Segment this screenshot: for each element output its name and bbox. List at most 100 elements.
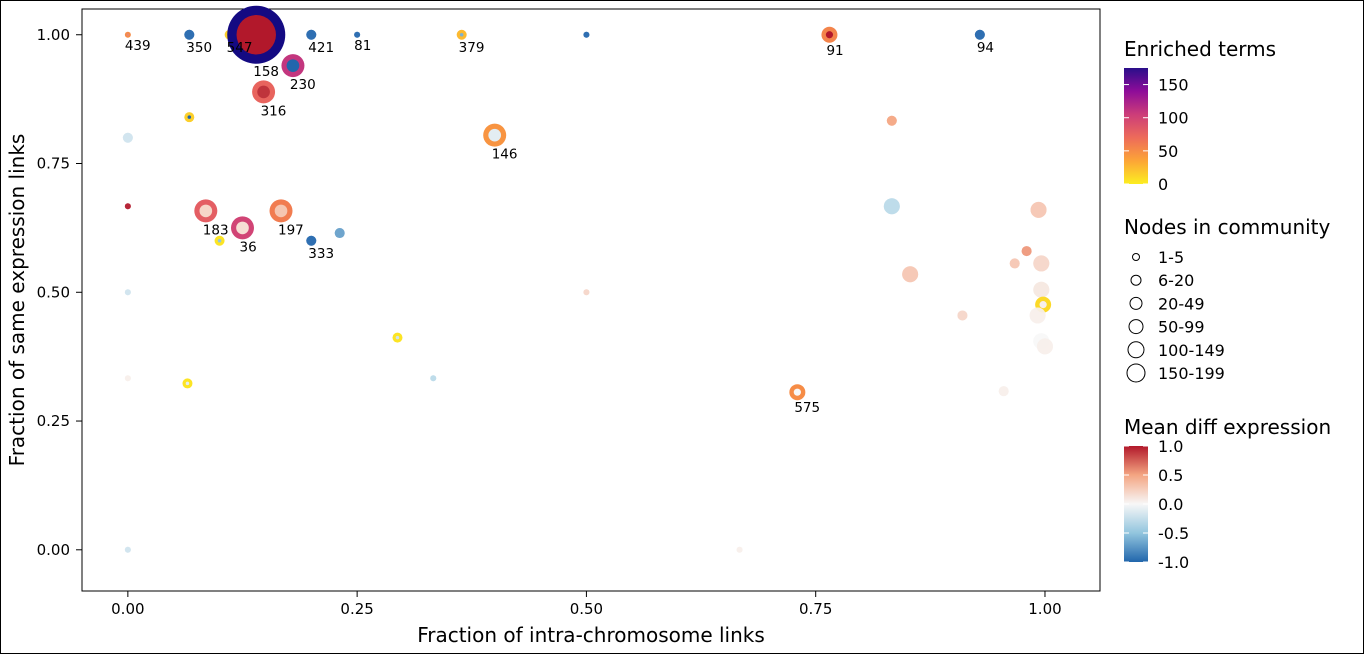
point-inner-core xyxy=(1029,307,1046,324)
data-point xyxy=(957,310,968,321)
legend-nodes-in-community: Nodes in community 1-5 6-20 20-49 50-99 100-… xyxy=(1124,215,1331,383)
point-label: 316 xyxy=(261,103,287,119)
point-inner-core xyxy=(886,115,897,126)
data-point xyxy=(1009,258,1020,269)
data-point xyxy=(124,31,131,38)
point-inner-core xyxy=(974,29,985,40)
point-inner-core xyxy=(199,204,213,218)
y-axis-title: Fraction of same expression links xyxy=(5,134,29,467)
point-inner-core xyxy=(124,203,131,210)
point-inner-core xyxy=(1021,246,1032,257)
terms-tick-label: 150 xyxy=(1158,76,1189,95)
data-point xyxy=(230,216,254,240)
x-tick-label: 0.50 xyxy=(570,600,603,618)
enriched-terms-colorbar xyxy=(1124,68,1148,184)
legend-enriched-terms-title: Enriched terms xyxy=(1124,37,1276,61)
point-inner-core xyxy=(185,381,190,386)
point-inner-core xyxy=(1033,255,1050,272)
points-layer xyxy=(122,5,1053,553)
point-label: 439 xyxy=(125,38,151,54)
point-inner-core xyxy=(306,29,317,40)
point-inner-core xyxy=(902,266,919,283)
size-legend-circle xyxy=(1128,319,1144,335)
data-point xyxy=(902,266,919,283)
point-inner-core xyxy=(184,29,195,40)
point-label: 197 xyxy=(278,222,304,238)
x-tick-label: 0.25 xyxy=(340,600,373,618)
point-label: 91 xyxy=(826,43,843,59)
point-inner-core xyxy=(124,289,131,296)
point-label: 350 xyxy=(186,40,212,56)
size-legend-circle xyxy=(1129,296,1143,310)
point-inner-core xyxy=(1039,301,1047,309)
data-point xyxy=(334,228,345,239)
data-point xyxy=(998,386,1009,397)
point-label: 547 xyxy=(227,40,253,56)
point-inner-core xyxy=(1009,258,1020,269)
data-point xyxy=(194,199,218,223)
diff-tick-label: 0.5 xyxy=(1158,466,1183,485)
legend-nodes-title: Nodes in community xyxy=(1124,215,1331,239)
x-axis-title: Fraction of intra-chromosome links xyxy=(417,623,765,647)
point-inner-core xyxy=(957,310,968,321)
x-axis: 0.00 0.25 0.50 0.75 1.00 xyxy=(111,591,1062,618)
data-point xyxy=(483,123,507,147)
point-inner-core xyxy=(236,221,249,235)
size-legend-circle xyxy=(1126,363,1146,383)
point-inner-core xyxy=(187,115,192,119)
point-inner-core xyxy=(1030,201,1047,218)
data-point xyxy=(456,29,467,40)
point-label: 333 xyxy=(308,246,334,262)
point-inner-core xyxy=(334,228,345,239)
data-point xyxy=(1033,255,1050,272)
point-inner-core xyxy=(736,546,743,553)
data-point xyxy=(1021,246,1032,257)
point-label: 183 xyxy=(203,222,229,238)
data-point xyxy=(1030,201,1047,218)
point-inner-core xyxy=(122,132,133,143)
data-point xyxy=(392,332,403,343)
diff-tick-label: -1.0 xyxy=(1158,553,1189,572)
data-point xyxy=(124,203,131,210)
legend-diff-title: Mean diff expression xyxy=(1124,415,1331,439)
point-label: 158 xyxy=(253,64,279,80)
point-label: 379 xyxy=(459,40,485,56)
enriched-terms-ticks: 150 100 50 0 xyxy=(1124,76,1189,194)
point-inner-core xyxy=(217,239,222,243)
point-inner-core xyxy=(793,388,801,396)
data-point xyxy=(124,375,131,382)
data-point xyxy=(883,198,900,215)
data-point xyxy=(184,112,195,123)
diff-expression-ticks: 1.0 0.5 0.0 -0.5 -1.0 xyxy=(1124,437,1189,572)
point-label: 230 xyxy=(290,77,316,93)
point-inner-core xyxy=(583,31,590,38)
data-point xyxy=(182,378,193,389)
point-inner-core xyxy=(825,31,834,39)
point-label: 94 xyxy=(977,40,994,56)
point-inner-core xyxy=(488,128,502,142)
point-inner-core xyxy=(395,335,400,340)
data-point xyxy=(1029,307,1046,324)
y-tick-label: 1.00 xyxy=(37,26,70,44)
point-label: 146 xyxy=(492,147,518,163)
size-legend-entries: 1-5 6-20 20-49 50-99 100-149 150-199 xyxy=(1126,248,1225,383)
data-point xyxy=(886,115,897,126)
point-inner-core xyxy=(257,85,270,99)
y-tick-label: 0.75 xyxy=(37,155,70,173)
y-tick-label: 0.00 xyxy=(37,541,70,559)
data-point xyxy=(430,375,437,382)
size-legend-label: 1-5 xyxy=(1158,248,1184,267)
data-point xyxy=(1033,281,1050,298)
data-point xyxy=(306,235,317,246)
point-inner-core xyxy=(459,33,464,37)
data-point xyxy=(1036,338,1053,355)
plot-panel xyxy=(81,8,1101,592)
data-point xyxy=(227,5,286,64)
size-legend-label: 50-99 xyxy=(1158,318,1205,337)
y-tick-label: 0.50 xyxy=(37,283,70,301)
x-tick-label: 0.75 xyxy=(799,600,832,618)
point-label: 575 xyxy=(794,400,820,416)
size-legend-label: 150-199 xyxy=(1158,364,1225,383)
size-legend-label: 20-49 xyxy=(1158,294,1205,313)
